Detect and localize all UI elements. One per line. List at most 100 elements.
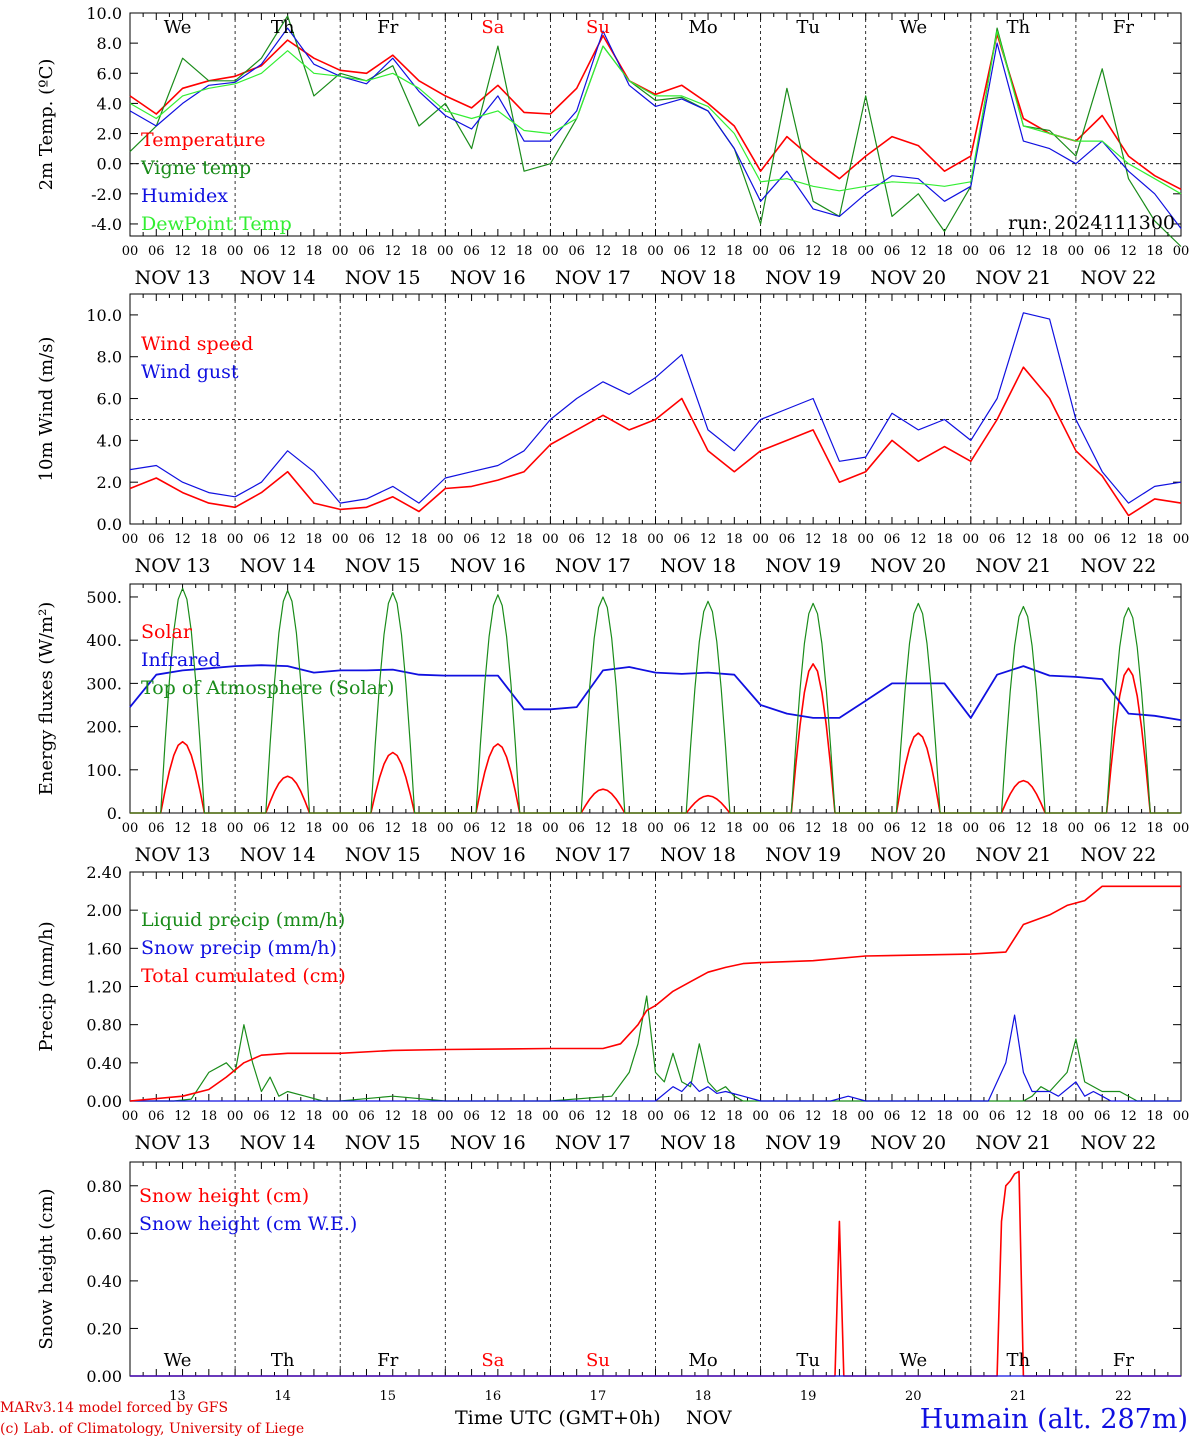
hour-tick-label: 06 xyxy=(884,1109,901,1124)
day-of-week-bottom: We xyxy=(164,1350,192,1371)
hour-tick-label: 12 xyxy=(279,821,296,836)
y-tick-label: 4.0 xyxy=(97,94,122,113)
day-of-week-top: Su xyxy=(586,17,610,38)
hour-tick-label: 12 xyxy=(805,244,822,259)
hour-tick-label: 06 xyxy=(568,244,585,259)
hour-tick-label: 00 xyxy=(227,532,244,547)
hour-tick-label: 00 xyxy=(963,532,980,547)
hour-tick-label: 12 xyxy=(490,821,507,836)
hour-tick-label: 00 xyxy=(542,244,559,259)
hour-tick-label: 12 xyxy=(279,244,296,259)
hour-tick-label: 18 xyxy=(411,244,428,259)
hour-tick-label: 12 xyxy=(700,821,717,836)
legend-entry: Vigne temp xyxy=(140,157,251,179)
hour-tick-label: 12 xyxy=(595,244,612,259)
hour-tick-label: 06 xyxy=(568,532,585,547)
hour-tick-label: 12 xyxy=(279,532,296,547)
run-label: run: 2024111300 xyxy=(1008,212,1175,234)
day-number: 15 xyxy=(379,1389,396,1404)
legend-entry: Wind gust xyxy=(141,361,239,383)
day-of-week-bottom: Fr xyxy=(1113,1350,1134,1371)
hour-tick-label: 00 xyxy=(437,1109,454,1124)
date-label: NOV 19 xyxy=(765,267,841,289)
hour-tick-label: 00 xyxy=(437,821,454,836)
date-label: NOV 13 xyxy=(135,555,211,577)
y-tick-label: 100. xyxy=(86,761,122,780)
y-tick-label: 0.40 xyxy=(86,1272,122,1291)
hour-tick-label: 12 xyxy=(595,821,612,836)
y-tick-label: 0.80 xyxy=(86,1016,122,1035)
hour-tick-label: 18 xyxy=(1146,821,1163,836)
y-tick-label: 4.0 xyxy=(97,431,122,450)
date-label: NOV 17 xyxy=(555,844,631,866)
date-label: NOV 14 xyxy=(240,1132,316,1154)
legend-entry: Snow height (cm W.E.) xyxy=(139,1213,357,1235)
hour-tick-label: 12 xyxy=(1015,532,1032,547)
date-label: NOV 22 xyxy=(1081,1132,1157,1154)
date-label: NOV 21 xyxy=(975,555,1051,577)
y-axis-label: 10m Wind (m/s) xyxy=(36,337,57,482)
date-label: NOV 16 xyxy=(450,267,526,289)
station-label: Humain (alt. 287m) xyxy=(920,1404,1188,1435)
date-label: NOV 16 xyxy=(450,555,526,577)
legend-entry: Total cumulated (cm) xyxy=(141,965,346,987)
date-label: NOV 18 xyxy=(660,555,736,577)
hour-tick-label: 12 xyxy=(700,1109,717,1124)
hour-tick-label: 00 xyxy=(752,244,769,259)
hour-tick-label: 18 xyxy=(306,244,323,259)
y-tick-label: 10.0 xyxy=(86,4,122,23)
hour-tick-label: 12 xyxy=(279,1109,296,1124)
hour-tick-label: 18 xyxy=(831,532,848,547)
hour-tick-label: 06 xyxy=(674,244,691,259)
hour-tick-label: 12 xyxy=(1015,244,1032,259)
hour-tick-label: 06 xyxy=(779,821,796,836)
date-label: NOV 15 xyxy=(345,555,421,577)
day-of-week-bottom: Th xyxy=(1007,1350,1031,1371)
hour-tick-label: 18 xyxy=(306,1109,323,1124)
date-label: NOV 18 xyxy=(660,1132,736,1154)
date-label: NOV 21 xyxy=(975,844,1051,866)
hour-tick-label: 00 xyxy=(1068,1109,1085,1124)
hour-tick-label: 00 xyxy=(122,1109,139,1124)
date-label: NOV 14 xyxy=(240,844,316,866)
day-number: 17 xyxy=(590,1389,607,1404)
legend-entry: DewPoint Temp xyxy=(141,213,292,235)
panel-3: 500. 400. 300. 200. 100. 0. Energy fluxes (W/m… xyxy=(36,583,1189,866)
date-label: NOV 13 xyxy=(135,844,211,866)
day-of-week-top: Sa xyxy=(481,17,504,38)
panel-2: 10.0 8.0 6.0 4.0 2.0 0.0 10m Wind (m/s) 00 06 12 1… xyxy=(36,293,1189,577)
hour-tick-label: 18 xyxy=(1146,532,1163,547)
hour-tick-label: 00 xyxy=(227,1109,244,1124)
day-of-week-top: Fr xyxy=(377,17,398,38)
hour-tick-label: 18 xyxy=(936,244,953,259)
hour-tick-label: 06 xyxy=(779,532,796,547)
hour-tick-label: 00 xyxy=(647,244,664,259)
hour-tick-label: 18 xyxy=(621,244,638,259)
hour-tick-label: 06 xyxy=(989,244,1006,259)
date-label: NOV 19 xyxy=(765,1132,841,1154)
y-axis-label: Snow height (cm) xyxy=(36,1188,57,1349)
hour-tick-label: 12 xyxy=(595,1109,612,1124)
date-label: NOV 13 xyxy=(135,1132,211,1154)
hour-tick-label: 06 xyxy=(463,821,480,836)
y-tick-label: 500. xyxy=(86,588,122,607)
day-of-week-bottom: Sa xyxy=(481,1350,504,1371)
y-tick-label: 0.0 xyxy=(97,155,122,174)
y-tick-label: 0.80 xyxy=(86,1177,122,1196)
hour-tick-label: 12 xyxy=(1120,821,1137,836)
series-line xyxy=(129,312,1182,504)
legend-entry: Snow precip (mm/h) xyxy=(141,937,337,959)
y-axis-label: Precip (mm/h) xyxy=(36,921,57,1051)
series-line xyxy=(130,1170,1181,1377)
legend-entry: Wind speed xyxy=(141,333,253,355)
hour-tick-label: 06 xyxy=(568,1109,585,1124)
hour-tick-label: 00 xyxy=(332,532,349,547)
date-label: NOV 20 xyxy=(870,267,946,289)
hour-tick-label: 12 xyxy=(384,1109,401,1124)
hour-tick-label: 18 xyxy=(1041,1109,1058,1124)
month-label: NOV xyxy=(686,1407,732,1429)
day-number: 22 xyxy=(1115,1389,1132,1404)
hour-tick-label: 18 xyxy=(201,821,218,836)
day-number: 13 xyxy=(169,1389,186,1404)
